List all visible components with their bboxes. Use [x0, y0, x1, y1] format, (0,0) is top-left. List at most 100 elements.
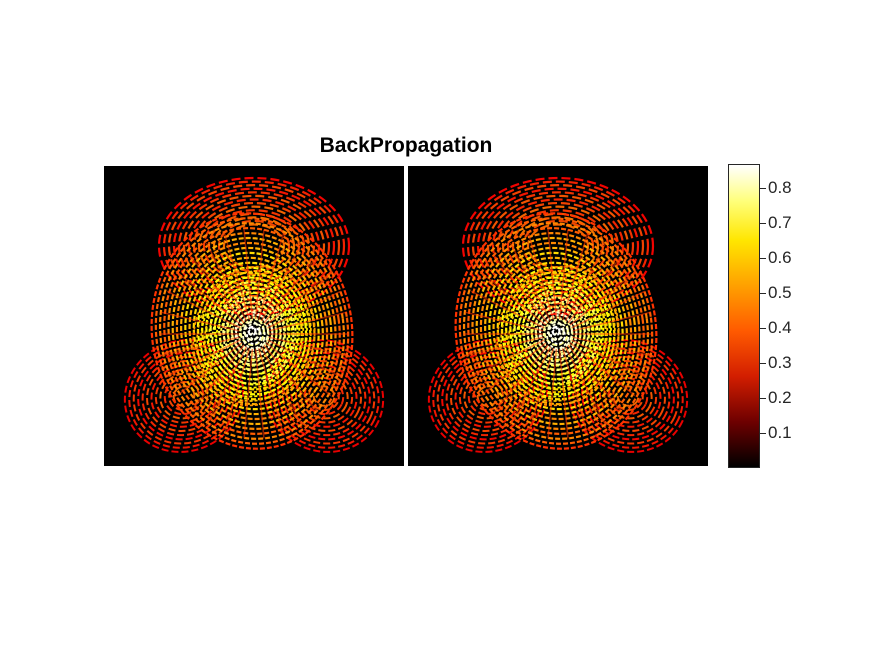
ridge-streak: [263, 255, 319, 324]
ridge-streak: [260, 242, 303, 322]
ridge: [516, 216, 600, 276]
ridge-streak: [480, 271, 547, 326]
ridge-streak: [470, 290, 545, 329]
ridge: [158, 222, 346, 440]
ridge: [226, 301, 278, 361]
ridge-streak: [265, 271, 332, 326]
ridge-streak: [464, 336, 544, 357]
ridge-streak: [509, 242, 552, 322]
colorbar-tick: [760, 293, 766, 294]
ridge-streak: [257, 233, 285, 320]
ridge: [488, 251, 624, 411]
ridge: [471, 184, 645, 308]
ridge: [479, 241, 633, 421]
ridge-streak: [254, 348, 265, 439]
ridge-streak: [561, 348, 589, 435]
ridge-streak: [567, 344, 623, 413]
ridge-streak: [572, 311, 652, 332]
ridge-streak: [223, 348, 251, 435]
ridge-streak: [547, 348, 558, 439]
ridge: [546, 322, 570, 350]
ridge-streak: [268, 336, 348, 357]
heatmap-panel-left: [104, 166, 404, 466]
ridge-streak: [267, 339, 342, 378]
colorbar-tick-label: 0.8: [768, 178, 792, 197]
ridge: [212, 216, 296, 276]
ridge-streak: [564, 346, 607, 426]
ridge: [177, 191, 331, 301]
ridge: [476, 187, 640, 305]
ridge: [445, 355, 531, 437]
ridge-streak: [260, 346, 303, 426]
ridge: [496, 265, 620, 407]
ridge: [163, 227, 341, 435]
ridge-streak: [243, 348, 254, 439]
ridge-streak: [160, 336, 240, 357]
ridge: [471, 231, 641, 431]
colorbar-tick-label: 0.6: [768, 248, 792, 267]
ridge: [554, 331, 562, 341]
ridge-streak: [205, 346, 248, 426]
ridge-streak: [263, 344, 319, 413]
ridge: [576, 347, 680, 445]
ridge-streak: [527, 348, 555, 435]
ridge-streak: [205, 242, 248, 322]
ridge: [172, 187, 336, 305]
colorbar-tick: [760, 433, 766, 434]
ridge-streak: [166, 290, 241, 329]
ridge: [192, 265, 316, 407]
ridge: [481, 191, 635, 301]
ridge-streak: [564, 242, 607, 322]
ridge: [167, 231, 337, 431]
ridge-streak: [257, 348, 285, 435]
ridge: [128, 343, 240, 449]
ridge: [530, 301, 582, 361]
ridge: [277, 351, 371, 441]
ridge-streak: [243, 229, 254, 320]
ridge-streak: [254, 229, 265, 320]
ridge-streak: [567, 255, 623, 324]
ridge-streak: [572, 336, 652, 357]
ridge: [171, 236, 333, 426]
ridge: [303, 376, 345, 416]
ridge: [462, 222, 650, 440]
colorbar-tick-label: 0.1: [768, 423, 792, 442]
ridge: [475, 236, 637, 426]
ridge-streak: [569, 342, 636, 397]
fingerprint-heatmap-right: [427, 176, 689, 453]
ridge: [550, 327, 566, 345]
ridge-streak: [571, 339, 646, 378]
colorbar: [728, 164, 760, 468]
ridge: [454, 212, 658, 450]
ridge-streak: [470, 339, 545, 378]
ridge-streak: [166, 339, 241, 378]
colorbar-tick: [760, 398, 766, 399]
ridge: [484, 246, 628, 416]
colorbar-tick: [760, 363, 766, 364]
ridge: [505, 271, 607, 391]
fingerprint-heatmap-left: [123, 176, 385, 453]
ridge: [246, 327, 262, 345]
ridge: [607, 376, 649, 416]
ridge-streak: [561, 233, 589, 320]
heatmap-panel-right: [408, 166, 708, 466]
ridge: [242, 322, 266, 350]
colorbar-tick-label: 0.5: [768, 283, 792, 302]
ridge: [250, 331, 258, 341]
ridge: [467, 227, 645, 435]
ridge-streak: [464, 311, 544, 332]
ridge: [180, 246, 324, 416]
ridge: [286, 360, 362, 432]
ridge: [590, 360, 666, 432]
ridge: [184, 251, 320, 411]
ridge-streak: [267, 290, 342, 329]
ridge: [526, 296, 586, 366]
ridge: [432, 343, 544, 449]
ridge: [157, 176, 351, 316]
ridge-streak: [493, 344, 549, 413]
ridge: [436, 347, 540, 445]
ridge-streak: [268, 311, 348, 332]
colorbar-tick: [760, 258, 766, 259]
ridge-streak: [160, 311, 240, 332]
ridge-streak: [569, 271, 636, 326]
